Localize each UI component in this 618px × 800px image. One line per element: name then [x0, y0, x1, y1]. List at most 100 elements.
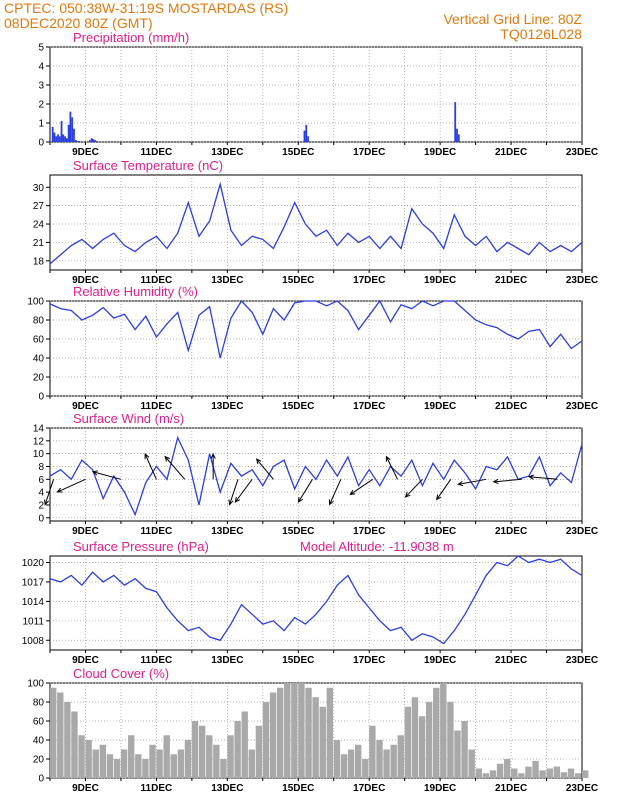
wind-arrow-shaft	[57, 478, 86, 493]
x-tick-label: 19DEC	[424, 526, 456, 537]
cloud-bar	[447, 702, 454, 778]
plot-frame	[49, 427, 583, 522]
panel-1: Precipitation (mm/h) 0 1 2 3 4 5 9DEC 11DEC 13DEC…	[38, 30, 598, 158]
panel-title: Cloud Cover (%)	[73, 666, 169, 681]
precip-bar	[90, 138, 93, 142]
cloud-bar	[397, 735, 404, 778]
y-tick-label: 20	[33, 373, 45, 384]
cloud-bar	[156, 749, 163, 778]
x-tick-label: 9DEC	[72, 275, 99, 286]
x-tick-label: 21DEC	[495, 275, 527, 286]
wind-arrow-shaft	[164, 456, 186, 480]
precip-bar	[305, 124, 308, 142]
wind-arrow-head	[297, 496, 303, 503]
wind-arrow-shaft	[405, 478, 423, 498]
cloud-bar	[269, 692, 277, 778]
cloud-bar	[574, 773, 582, 778]
cloud-bar	[503, 759, 511, 778]
precip-bar	[64, 136, 66, 142]
x-tick-label: 21DEC	[495, 401, 527, 412]
wind-arrow	[210, 452, 216, 480]
cloud-bar	[163, 735, 170, 778]
cloud-bar	[340, 754, 348, 778]
wind-arrow-shaft	[256, 458, 274, 480]
series-line	[49, 555, 583, 645]
precip-bar	[78, 141, 81, 142]
cloud-bar	[454, 730, 461, 778]
y-tick-label: 3	[38, 81, 44, 92]
y-tick-label: 1011	[22, 616, 44, 627]
wind-arrow	[349, 478, 374, 496]
cloud-bar	[404, 706, 412, 778]
x-tick-label: 17DEC	[353, 526, 385, 537]
wind-arrow	[164, 455, 186, 480]
cloud-bar	[305, 687, 312, 778]
y-tick-label: 60	[33, 335, 45, 346]
cloud-bar	[149, 744, 156, 778]
x-tick-label: 17DEC	[353, 147, 385, 158]
cloud-bar	[276, 687, 284, 778]
cloud-bar	[99, 744, 107, 778]
wind-arrow	[56, 478, 86, 493]
precip-bar	[94, 140, 97, 142]
cloud-bar	[355, 744, 362, 778]
cloud-bar	[383, 749, 390, 778]
y-tick-label: 10	[33, 449, 45, 460]
wind-arrow-head	[44, 499, 49, 506]
wind-arrow-head	[385, 455, 391, 462]
y-tick-label: 0	[38, 513, 44, 524]
x-tick-label: 17DEC	[353, 655, 385, 666]
wind-arrow	[328, 479, 342, 506]
y-tick-label: 30	[33, 183, 45, 194]
cloud-bar	[362, 759, 369, 778]
plot-frame	[49, 174, 583, 271]
y-tick-label: 40	[33, 354, 45, 365]
cloud-bar	[468, 749, 475, 778]
x-tick-label: 15DEC	[282, 147, 314, 158]
wind-arrow-shaft	[229, 479, 239, 505]
x-tick-label: 15DEC	[282, 783, 314, 794]
cloud-bar	[255, 725, 263, 778]
y-tick-label: 6	[38, 475, 44, 486]
panel-title: Relative Humidity (%)	[73, 284, 198, 299]
x-tick-label: 15DEC	[282, 275, 314, 286]
cloud-bar	[135, 754, 142, 778]
x-tick-label: 23DEC	[566, 401, 598, 412]
y-tick-label: 60	[33, 717, 45, 728]
cloud-bar	[418, 716, 426, 778]
y-tick-label: 0	[38, 774, 44, 785]
panel-title: Surface Temperature (nC)	[73, 158, 223, 173]
cloud-bar	[525, 766, 532, 778]
y-tick-label: 100	[27, 297, 44, 308]
x-tick-label: 19DEC	[424, 275, 456, 286]
x-tick-label: 21DEC	[495, 147, 527, 158]
panel-6: Cloud Cover (%) 0 20 40 60 80 100 9DEC 11DEC 13DE…	[27, 666, 598, 794]
wind-arrow	[91, 470, 122, 480]
cloud-bar	[461, 721, 468, 778]
cloud-bar	[85, 740, 92, 778]
wind-arrow-head	[164, 455, 170, 462]
header-datetime: 08DEC2020 80Z (GMT)	[4, 15, 153, 31]
cloud-bar	[50, 687, 57, 778]
precip-bar	[62, 134, 65, 142]
x-tick-label: 13DEC	[211, 147, 243, 158]
cloud-bar	[71, 711, 78, 778]
x-tick-label: 21DEC	[495, 526, 527, 537]
x-tick-label: 23DEC	[566, 147, 598, 158]
wind-arrow	[44, 479, 55, 506]
y-tick-label: 1017	[22, 577, 45, 588]
x-tick-label: 21DEC	[495, 783, 527, 794]
cloud-bar	[532, 760, 539, 778]
series-line	[49, 181, 583, 265]
cloud-bar	[206, 735, 213, 778]
cloud-bar	[546, 768, 553, 778]
plot-frame	[49, 555, 583, 651]
cloud-bar	[518, 773, 525, 778]
x-tick-label: 23DEC	[566, 783, 598, 794]
x-tick-label: 17DEC	[353, 401, 385, 412]
cloud-bar	[64, 702, 71, 778]
cloud-bar	[496, 763, 504, 778]
plot-frame	[49, 300, 583, 397]
wind-arrow	[297, 479, 313, 503]
precip-bar	[55, 136, 58, 142]
